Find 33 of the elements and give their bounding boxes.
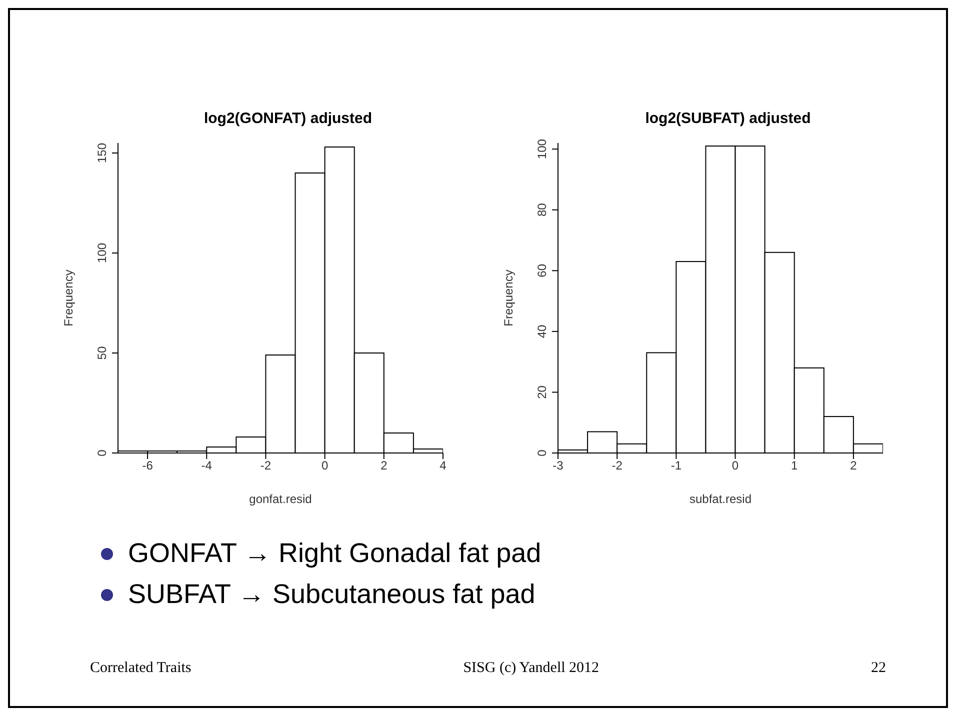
x-tick-label: 2 (850, 458, 858, 473)
x-axis-title: gonfat.resid (249, 492, 312, 506)
y-tick-label: 20 (535, 385, 549, 399)
x-tick-label: -2 (260, 458, 272, 473)
text: SISG (c) Yandell 2012 (463, 660, 600, 677)
x-tick-label: 0 (732, 458, 739, 473)
text: SUBFAT → Subcutaneous fat pad (128, 579, 536, 610)
y-tick-label: 80 (535, 202, 549, 217)
text: 22 (871, 660, 886, 677)
x-tick-label: -4 (201, 458, 212, 473)
x-tick-label: 4 (440, 458, 447, 473)
x-tick-label: 1 (791, 458, 798, 473)
y-tick-label: 150 (95, 142, 109, 164)
x-axis-title: subfat.resid (689, 492, 752, 506)
y-tick-label: 100 (535, 138, 549, 160)
x-tick-label: -2 (612, 458, 623, 473)
chart-title: log2(SUBFAT) adjusted (644, 110, 812, 127)
x-tick-label: 0 (321, 458, 328, 473)
y-tick-label: 40 (535, 324, 549, 338)
y-tick-label: 0 (535, 449, 549, 456)
y-tick-label: 50 (95, 346, 109, 360)
x-tick-label: -3 (552, 458, 564, 473)
y-axis-title: Frequency (501, 270, 516, 326)
y-tick-label: 60 (535, 264, 549, 278)
text: GONFAT → Right Gonadal fat pad (128, 538, 542, 569)
x-tick-label: 2 (380, 458, 388, 473)
y-tick-label: 0 (95, 449, 109, 456)
chart-title: log2(GONFAT) adjusted (202, 110, 374, 127)
y-axis-title: Frequency (61, 270, 76, 326)
y-tick-label: 100 (95, 242, 109, 264)
x-tick-label: -6 (142, 458, 154, 473)
text: Correlated Traits (90, 660, 192, 677)
x-tick-label: -1 (670, 458, 682, 473)
